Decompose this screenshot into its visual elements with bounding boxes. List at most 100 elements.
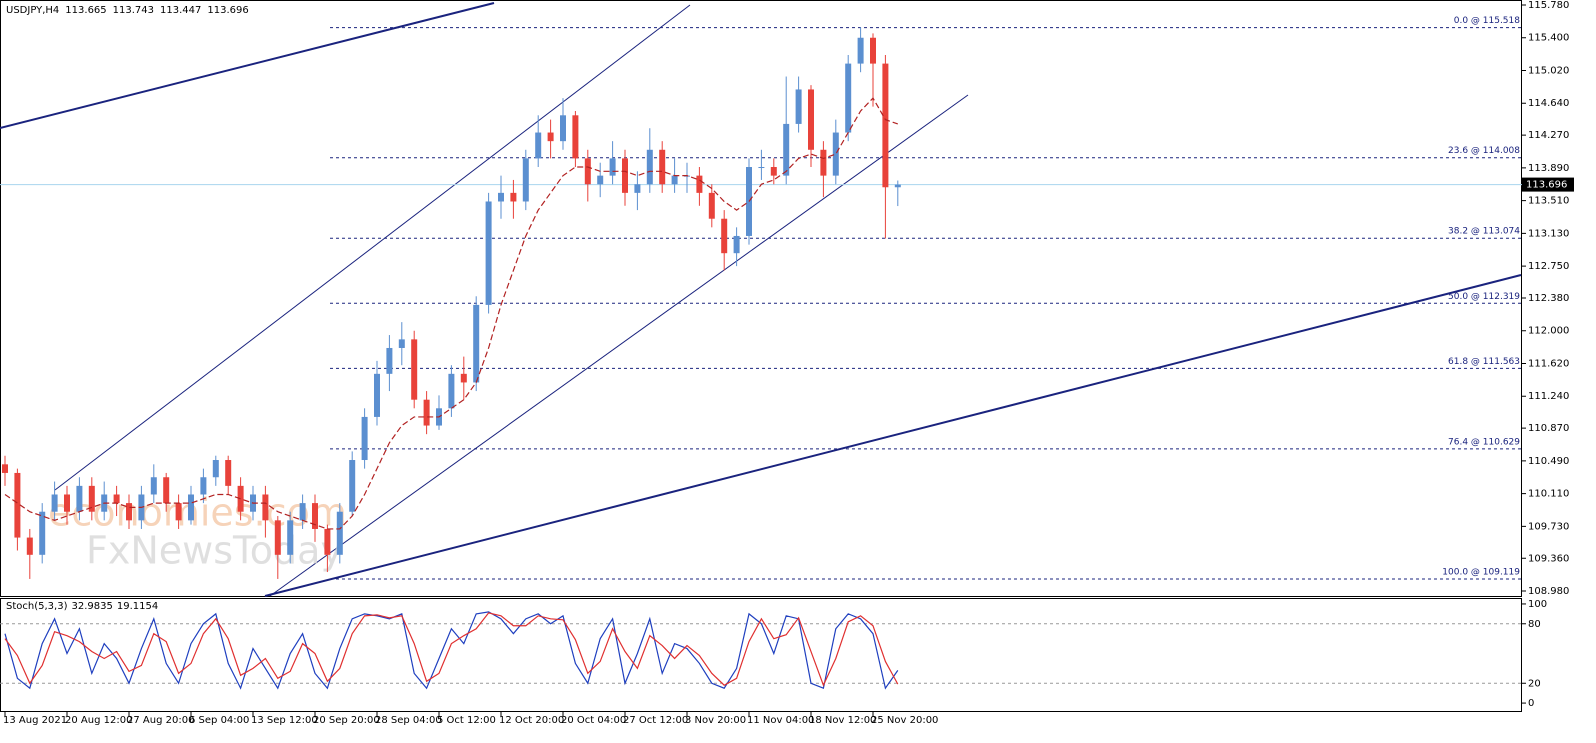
symbol: USDJPY,H4 — [6, 5, 59, 16]
watermark: FxNewsToday — [86, 529, 343, 573]
y-tick-label: 111.240 — [1528, 391, 1569, 402]
candle-body — [498, 192, 504, 202]
trendline — [0, 2, 495, 129]
candle-body — [237, 485, 244, 512]
candle-body — [808, 89, 814, 150]
y-tick-label: 80 — [1528, 619, 1541, 630]
y-tick-label: 115.400 — [1528, 33, 1569, 44]
candle-body — [2, 464, 8, 473]
y-tick-label: 115.020 — [1528, 65, 1569, 76]
candle-body — [894, 184, 901, 188]
candle-body — [721, 218, 728, 254]
candle-body — [212, 460, 219, 478]
fib-label: 23.6 @ 114.008 — [1448, 146, 1520, 156]
candle-body — [14, 472, 21, 538]
y-tick-label: 0 — [1528, 698, 1534, 709]
candle-body — [262, 494, 269, 521]
fib-label: 100.0 @ 109.119 — [1442, 568, 1520, 578]
x-tick-label: 6 Sep 04:00 — [189, 715, 249, 726]
y-tick-label: 108.980 — [1528, 586, 1569, 597]
y-tick-label: 110.870 — [1528, 423, 1569, 434]
candle-body — [770, 167, 777, 176]
moving-average — [4, 97, 898, 530]
candle-body — [634, 184, 641, 193]
x-tick-label: 28 Sep 04:00 — [375, 715, 442, 726]
x-tick-label: 25 Nov 20:00 — [871, 715, 938, 726]
candle-body — [225, 460, 232, 486]
indicator-name: Stoch(5,3,3) — [6, 601, 68, 612]
y-tick-label: 110.110 — [1528, 489, 1569, 500]
fib-label: 38.2 @ 113.074 — [1448, 227, 1520, 237]
candle-body — [882, 63, 889, 188]
stoch-line — [4, 612, 899, 687]
candle-body — [560, 115, 566, 142]
candle-body — [361, 416, 368, 461]
candle-body — [113, 494, 120, 504]
y-tick-label: 112.000 — [1528, 326, 1569, 337]
x-tick-label: 3 Nov 20:00 — [685, 715, 746, 726]
candle-body — [708, 192, 715, 219]
stoch-panel — [0, 598, 1522, 712]
channel-line — [269, 94, 969, 597]
candle-body — [163, 477, 170, 504]
stoch-value: 19.1154 — [117, 601, 158, 612]
candle-body — [622, 158, 628, 193]
ohlc-value: 113.447 — [160, 5, 201, 16]
chart-header: USDJPY,H4 113.665 113.743 113.447 113.696 — [6, 5, 249, 16]
y-tick-label: 112.380 — [1528, 293, 1569, 304]
candle-body — [584, 158, 591, 185]
y-tick-label: 113.890 — [1528, 163, 1569, 174]
candle-body — [597, 175, 604, 185]
fib-label: 61.8 @ 111.563 — [1448, 357, 1520, 367]
x-tick-label: 11 Nov 04:00 — [747, 715, 814, 726]
candle-body — [200, 477, 207, 495]
candle-body — [473, 304, 480, 383]
y-tick-label: 20 — [1528, 678, 1541, 689]
candle-body — [88, 485, 95, 512]
candle-body — [535, 132, 542, 159]
trendlines — [0, 2, 1522, 597]
stoch-line — [4, 611, 899, 690]
stoch-value: 32.9835 — [71, 601, 112, 612]
x-tick-label: 13 Sep 12:00 — [251, 715, 318, 726]
candle-body — [64, 494, 70, 512]
x-tick-label: 27 Aug 20:00 — [127, 715, 194, 726]
y-tick-label: 114.270 — [1528, 130, 1569, 141]
candle-body — [733, 235, 740, 254]
x-tick-label: 18 Nov 12:00 — [809, 715, 876, 726]
candle-body — [423, 399, 430, 426]
candle-body — [188, 494, 194, 521]
fib-label: 76.4 @ 110.629 — [1448, 437, 1520, 447]
y-tick-label: 113.510 — [1528, 196, 1569, 207]
stoch-header: Stoch(5,3,3) 32.9835 19.1154 — [6, 601, 158, 612]
candle-body — [336, 511, 343, 555]
candle-body — [299, 503, 306, 521]
candle-body — [374, 373, 380, 417]
candle-body — [485, 201, 492, 305]
candle-body — [51, 494, 58, 512]
x-tick-label: 20 Oct 04:00 — [561, 715, 626, 726]
candle-body — [609, 158, 616, 176]
candle-body — [26, 537, 33, 555]
y-tick-label: 111.620 — [1528, 358, 1569, 369]
candle-body — [76, 485, 83, 512]
candle-body — [324, 528, 331, 555]
candle-body — [287, 520, 294, 555]
candle-body — [659, 149, 666, 185]
x-tick-label: 12 Oct 20:00 — [499, 715, 564, 726]
y-tick-label: 112.750 — [1528, 261, 1569, 272]
x-tick-label: 20 Sep 20:00 — [313, 715, 380, 726]
candle-body — [448, 373, 455, 409]
y-tick-label: 109.360 — [1528, 553, 1569, 564]
candle-body — [783, 123, 790, 176]
candle-body — [126, 503, 132, 521]
candle-body — [820, 149, 827, 176]
fib-label: 0.0 @ 115.518 — [1454, 16, 1521, 26]
candle-body — [175, 503, 182, 521]
candle-body — [696, 175, 703, 193]
candle-body — [857, 37, 864, 64]
candle-body — [386, 347, 393, 374]
x-tick-label: 27 Oct 12:00 — [623, 715, 688, 726]
ohlc-value: 113.696 — [207, 5, 248, 16]
